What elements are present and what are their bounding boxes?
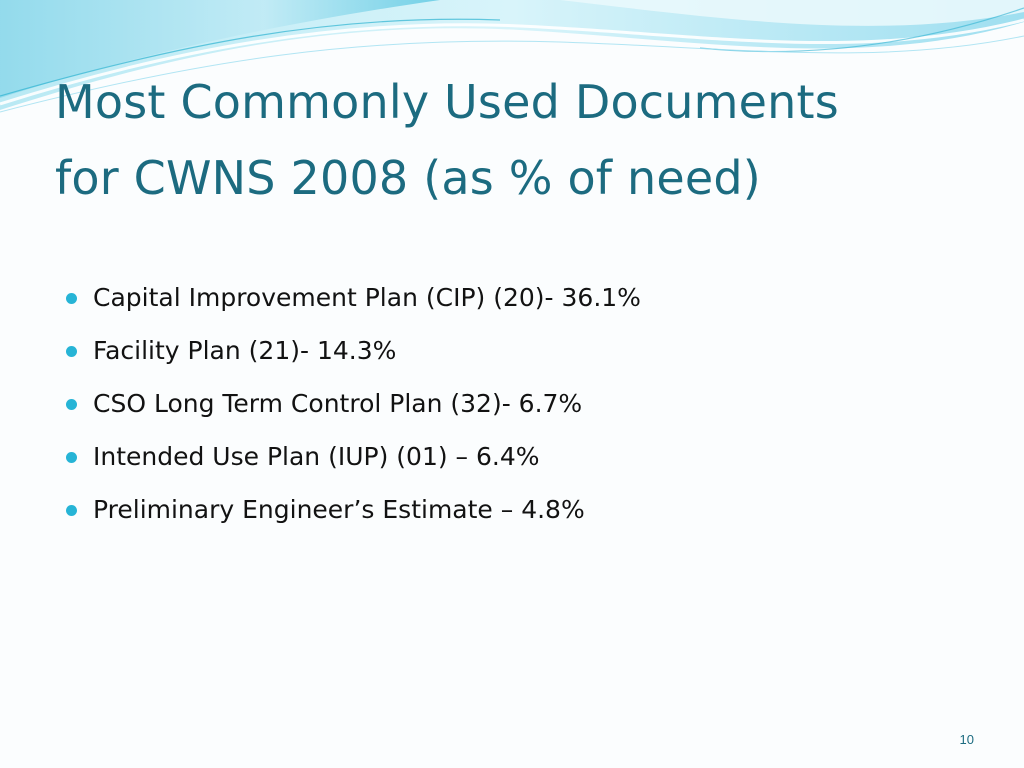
bullet-list: Capital Improvement Plan (CIP) (20)- 36.… [64, 278, 964, 543]
slide-title-line-2: for CWNS 2008 (as % of need) [55, 151, 761, 205]
bullet-dot-icon [66, 293, 77, 304]
bullet-text: Preliminary Engineer’s Estimate – 4.8% [93, 495, 585, 524]
slide-title: Most Commonly Used Documents for CWNS 20… [55, 64, 985, 216]
bullet-dot-icon [66, 346, 77, 357]
bullet-item: CSO Long Term Control Plan (32)- 6.7% [64, 384, 964, 437]
bullet-text: Facility Plan (21)- 14.3% [93, 336, 397, 365]
page-number: 10 [959, 732, 974, 747]
bullet-text: CSO Long Term Control Plan (32)- 6.7% [93, 389, 583, 418]
bullet-dot-icon [66, 399, 77, 410]
bullet-item: Facility Plan (21)- 14.3% [64, 331, 964, 384]
bullet-dot-icon [66, 505, 77, 516]
bullet-text: Intended Use Plan (IUP) (01) – 6.4% [93, 442, 540, 471]
bullet-item: Capital Improvement Plan (CIP) (20)- 36.… [64, 278, 964, 331]
header-wave-decoration [0, 0, 1024, 113]
bullet-text: Capital Improvement Plan (CIP) (20)- 36.… [93, 283, 641, 312]
bullet-item: Intended Use Plan (IUP) (01) – 6.4% [64, 437, 964, 490]
bullet-item: Preliminary Engineer’s Estimate – 4.8% [64, 490, 964, 543]
slide-title-line-1: Most Commonly Used Documents [55, 75, 839, 129]
bullet-dot-icon [66, 452, 77, 463]
